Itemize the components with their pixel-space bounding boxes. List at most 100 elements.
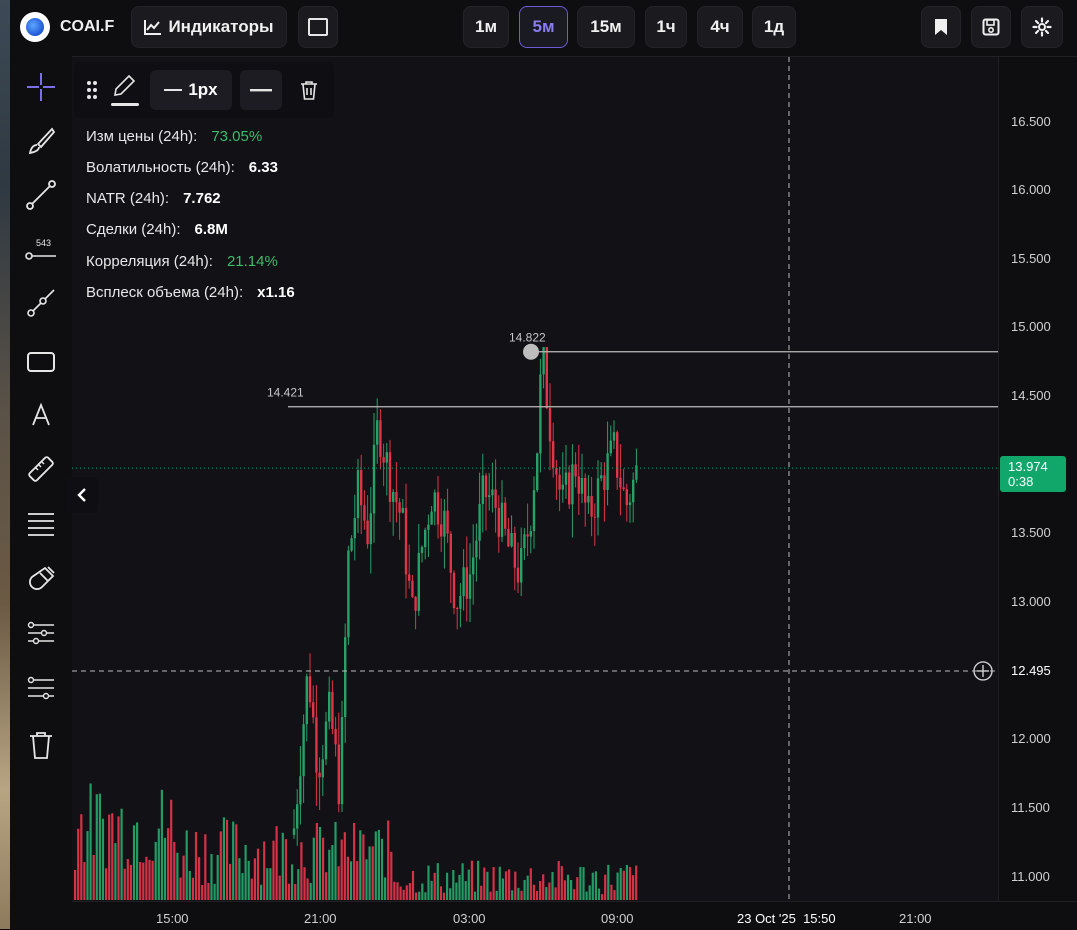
volume-bar [579,866,582,900]
candle-body [308,676,312,703]
volume-bar [163,837,167,900]
volume-bar [98,793,101,900]
volume-bar [297,869,300,900]
candle-body [417,552,420,611]
drawing-tools-sidebar: 543 [10,56,73,929]
price-tick: 11.500 [1011,800,1050,815]
volume-bar [396,882,399,900]
timeframe-4h-button[interactable]: 4ч [697,6,743,48]
timeframe-1m-button[interactable]: 1м [463,6,509,48]
high-level-handle [523,343,539,360]
volume-bar [74,869,77,900]
volume-bar [185,830,188,900]
save-button[interactable] [971,6,1011,48]
volume-bar [281,832,284,900]
volume-bar [635,865,638,900]
candle-body [571,464,574,505]
volume-bar [241,873,244,900]
time-axis[interactable]: 15:00 21:00 03:00 09:00 23 Oct '25 15:50… [72,901,1077,930]
trend-line-tool[interactable] [22,176,60,214]
timeframe-5m-button[interactable]: 5м [519,6,568,48]
delete-drawings-tool[interactable] [22,726,60,764]
timeframe-1d-button[interactable]: 1д [752,6,796,48]
candle-body [612,432,616,441]
volume-bar [160,789,163,900]
bookmark-button[interactable] [921,6,961,48]
delete-drawing-button[interactable] [290,70,328,110]
time-tick: 03:00 [453,911,486,926]
candle-body [507,528,510,547]
volume-bar [616,872,619,900]
drag-handle[interactable] [80,70,104,110]
volume-bar [411,870,415,900]
volume-bar [477,860,480,900]
volume-bar [179,877,182,900]
volume-bar [470,860,473,900]
timeframe-4h-label: 4ч [710,17,730,36]
indicators-button[interactable]: Индикаторы [131,6,287,48]
price-tick: 13.500 [1011,525,1051,540]
candle-body [465,567,468,599]
candle-body [369,513,372,545]
collapse-sidebar-button[interactable] [66,477,98,513]
line-style-button[interactable] [240,70,282,110]
candle-body [436,492,440,525]
volume-bar [508,869,511,900]
alert-lines-tool[interactable] [22,616,60,654]
crosshair-tool[interactable] [22,68,60,106]
line-width-button[interactable]: 1px [150,70,232,110]
ray-tool[interactable] [22,284,60,322]
last-price-value: 13.974 [1008,459,1048,474]
stat-period: (24h): [129,190,170,207]
candle-body [580,478,584,494]
candlestick-chart[interactable]: 14.822 14.421 [72,57,998,901]
volume-bar [86,831,89,900]
stat-label: Изм цены [86,128,154,145]
candle-body [302,724,305,777]
volume-bar [232,821,235,900]
volume-bar [272,840,275,900]
volume-bar [591,872,594,900]
candle-body [318,772,321,778]
stat-value: 73.05% [211,128,263,145]
volume-bar [256,848,260,900]
volume-bar [362,834,365,900]
candle-body [536,453,539,491]
line-color-button[interactable] [106,70,144,110]
volume-bar [613,890,616,900]
brush-tool[interactable] [22,122,60,160]
magnet-tool[interactable] [22,561,60,599]
candle-body [481,475,484,505]
timeframe-15m-button[interactable]: 15м [577,6,635,48]
time-tick: 09:00 [601,911,634,926]
timeframe-1h-button[interactable]: 1ч [645,6,687,48]
settings-button[interactable] [1021,6,1063,48]
volume-bar [275,826,278,900]
text-tool[interactable] [22,396,60,434]
volume-bar [322,837,325,900]
volume-bar [222,817,225,900]
volume-bar [346,856,349,900]
ruler-tool[interactable] [22,450,60,488]
volume-bar [554,887,557,900]
fib-levels-tool[interactable] [22,505,60,543]
chart-canvas[interactable]: 14.822 14.421 [72,57,998,901]
candle-body [500,502,504,537]
volume-bar [303,867,306,900]
rectangle-tool[interactable] [22,343,60,381]
volume-bar [328,849,331,900]
hide-drawings-tool[interactable] [22,671,60,709]
layout-toggle-button[interactable] [298,6,338,48]
stat-period: (24h): [173,253,213,270]
drawing-options-toolbar: 1px [74,62,334,118]
crosshair-icon [27,73,55,101]
candle-body [564,472,568,485]
ticker-symbol[interactable]: COAI.F [60,18,115,35]
price-label-tool[interactable]: 543 [22,230,60,268]
candle-body [616,432,619,478]
volume-bar [529,868,532,900]
candle-body [328,691,331,722]
volume-bar [151,860,154,900]
candle-body [555,467,558,475]
timeframe-5m-label: 5м [532,17,555,36]
